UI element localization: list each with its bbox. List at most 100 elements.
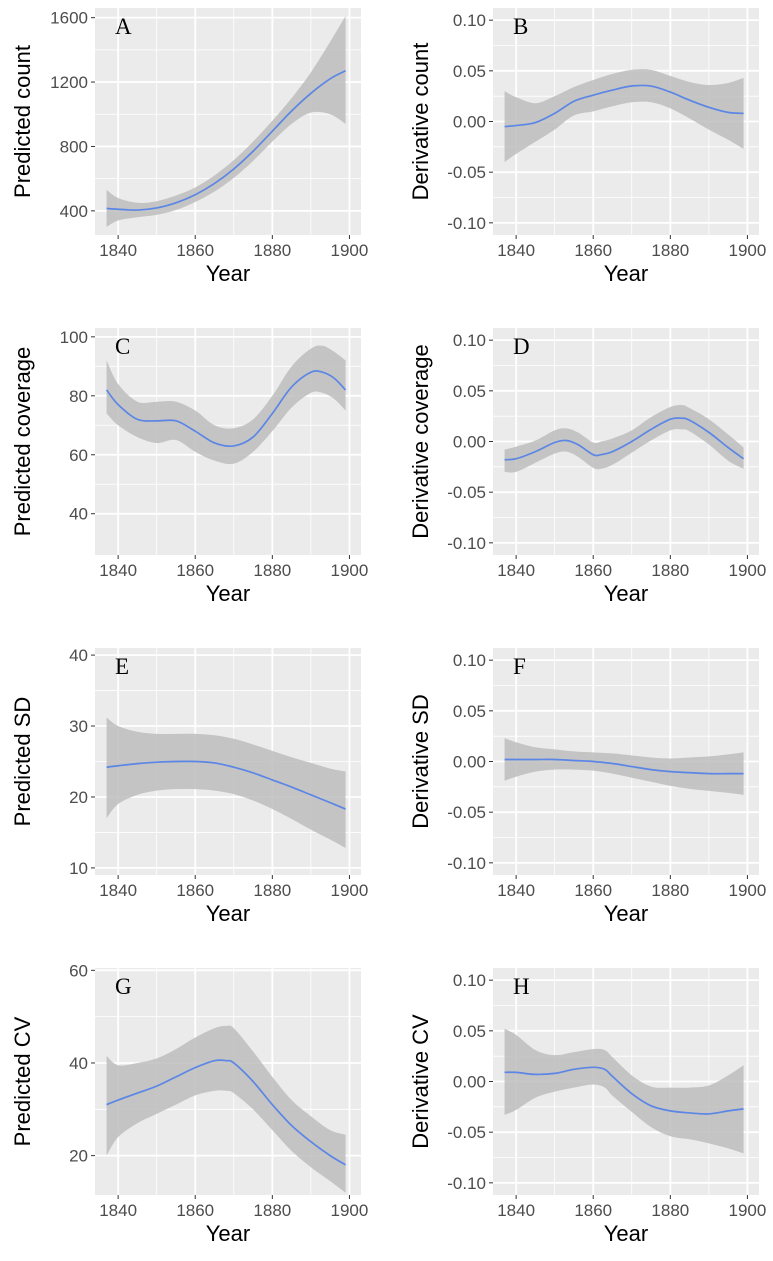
y-tick-label: 0.10 bbox=[453, 651, 486, 670]
y-tick-label: 0.05 bbox=[453, 702, 486, 721]
y-tick-label: 0.10 bbox=[453, 331, 486, 350]
y-tick-label: 40 bbox=[69, 646, 88, 665]
x-axis-title: Year bbox=[206, 901, 250, 926]
confidence-band bbox=[504, 69, 744, 163]
x-tick-label: 1860 bbox=[176, 881, 214, 900]
confidence-band bbox=[504, 404, 744, 473]
x-tick-label: 1880 bbox=[651, 561, 689, 580]
confidence-band bbox=[504, 1028, 744, 1154]
y-axis-title: Predicted coverage bbox=[10, 347, 35, 537]
y-axis-title: Predicted CV bbox=[10, 1016, 35, 1146]
x-tick-label: 1880 bbox=[651, 241, 689, 260]
x-axis-title: Year bbox=[604, 1221, 648, 1246]
y-tick-label: -0.10 bbox=[447, 214, 486, 233]
y-tick-label: -0.05 bbox=[447, 483, 486, 502]
x-tick-label: 1880 bbox=[253, 881, 291, 900]
x-tick-label: 1880 bbox=[651, 881, 689, 900]
x-tick-label: 1840 bbox=[497, 561, 535, 580]
fitted-line bbox=[504, 1066, 744, 1115]
y-tick-label: 40 bbox=[69, 505, 88, 524]
fitted-line bbox=[504, 758, 744, 775]
y-tick-label: -0.10 bbox=[447, 1174, 486, 1193]
confidence-band bbox=[106, 16, 346, 227]
x-tick-label: 1880 bbox=[253, 561, 291, 580]
y-tick-label: 0.05 bbox=[453, 382, 486, 401]
y-tick-label: 0.00 bbox=[453, 1073, 486, 1092]
x-tick-label: 1840 bbox=[99, 1201, 137, 1220]
y-tick-label: -0.05 bbox=[447, 163, 486, 182]
x-tick-label: 1860 bbox=[574, 1201, 612, 1220]
x-tick-label: 1840 bbox=[99, 561, 137, 580]
y-tick-label: 20 bbox=[69, 1147, 88, 1166]
x-tick-label: 1880 bbox=[253, 241, 291, 260]
panel-g: 1840 1860 1880 1900 20 40 60 Year Predicted CV G bbox=[10, 961, 368, 1246]
panel-letter: E bbox=[115, 654, 129, 679]
y-axis-title: Predicted SD bbox=[10, 697, 35, 827]
x-tick-label: 1900 bbox=[331, 241, 369, 260]
panel-f: 1840 1860 1880 1900 -0.10 -0.05 0.00 0.05 0.10 Ye… bbox=[408, 648, 766, 926]
y-tick-label: -0.05 bbox=[447, 1123, 486, 1142]
panel-letter: G bbox=[115, 974, 132, 999]
y-tick-label: 10 bbox=[69, 859, 88, 878]
x-tick-label: 1860 bbox=[176, 1201, 214, 1220]
fitted-line bbox=[105, 370, 347, 448]
y-tick-label: 0.00 bbox=[453, 113, 486, 132]
x-tick-label: 1900 bbox=[729, 881, 767, 900]
x-tick-label: 1860 bbox=[574, 561, 612, 580]
y-tick-label: 400 bbox=[60, 202, 88, 221]
panel-d: 1840 1860 1880 1900 -0.10 -0.05 0.00 0.05 0.10 Ye… bbox=[408, 328, 766, 606]
y-axis-title: Derivative count bbox=[408, 43, 433, 201]
x-axis-title: Year bbox=[206, 1221, 250, 1246]
y-tick-label: 30 bbox=[69, 717, 88, 736]
y-tick-label: 0.10 bbox=[453, 11, 486, 30]
x-tick-label: 1900 bbox=[729, 561, 767, 580]
y-axis-title: Derivative coverage bbox=[408, 344, 433, 538]
y-tick-label: 100 bbox=[60, 328, 88, 347]
y-tick-label: 800 bbox=[60, 137, 88, 156]
panel-letter: F bbox=[513, 654, 526, 679]
confidence-band bbox=[504, 738, 744, 795]
y-tick-label: 0.05 bbox=[453, 62, 486, 81]
y-tick-label: 60 bbox=[69, 961, 88, 980]
panel-e: 1840 1860 1880 1900 10 20 30 40 Year Predicted SD… bbox=[10, 646, 368, 926]
y-tick-label: 0.05 bbox=[453, 1022, 486, 1041]
panel-c: 1840 1860 1880 1900 40 60 80 100 Year Predicted c… bbox=[10, 328, 368, 606]
x-tick-label: 1860 bbox=[574, 241, 612, 260]
x-tick-label: 1900 bbox=[729, 241, 767, 260]
x-tick-label: 1880 bbox=[253, 1201, 291, 1220]
confidence-band bbox=[106, 717, 346, 849]
x-axis-title: Year bbox=[604, 901, 648, 926]
confidence-band bbox=[106, 1025, 346, 1193]
x-tick-label: 1840 bbox=[497, 241, 535, 260]
y-tick-label: -0.10 bbox=[447, 534, 486, 553]
y-axis-title: Derivative SD bbox=[408, 694, 433, 828]
y-tick-label: 0.00 bbox=[453, 753, 486, 772]
x-tick-label: 1900 bbox=[729, 1201, 767, 1220]
y-tick-label: 60 bbox=[69, 446, 88, 465]
panel-letter: A bbox=[115, 14, 132, 39]
panel-a: 1840 1860 1880 1900 400 800 1200 1600 Year Predic… bbox=[10, 8, 368, 286]
x-tick-label: 1840 bbox=[497, 1201, 535, 1220]
x-tick-label: 1860 bbox=[176, 241, 214, 260]
fitted-line bbox=[106, 70, 346, 211]
y-axis-title: Predicted count bbox=[10, 45, 35, 198]
x-tick-label: 1840 bbox=[497, 881, 535, 900]
y-tick-label: 20 bbox=[69, 788, 88, 807]
x-tick-label: 1880 bbox=[651, 1201, 689, 1220]
y-tick-label: 40 bbox=[69, 1054, 88, 1073]
panel-letter: D bbox=[513, 334, 530, 359]
x-tick-label: 1900 bbox=[331, 1201, 369, 1220]
x-tick-label: 1860 bbox=[176, 561, 214, 580]
y-tick-label: 1600 bbox=[50, 9, 88, 28]
panel-letter: C bbox=[115, 334, 130, 359]
panel-h: 1840 1860 1880 1900 -0.10 -0.05 0.00 0.05 0.10 Ye… bbox=[408, 968, 766, 1246]
fitted-line bbox=[504, 417, 745, 461]
y-axis-title: Derivative CV bbox=[408, 1014, 433, 1149]
y-tick-label: 0.00 bbox=[453, 433, 486, 452]
x-tick-label: 1840 bbox=[99, 241, 137, 260]
x-tick-label: 1900 bbox=[331, 881, 369, 900]
panel-background bbox=[95, 8, 361, 235]
x-axis-title: Year bbox=[604, 581, 648, 606]
y-tick-label: 1200 bbox=[50, 73, 88, 92]
y-tick-label: 80 bbox=[69, 387, 88, 406]
